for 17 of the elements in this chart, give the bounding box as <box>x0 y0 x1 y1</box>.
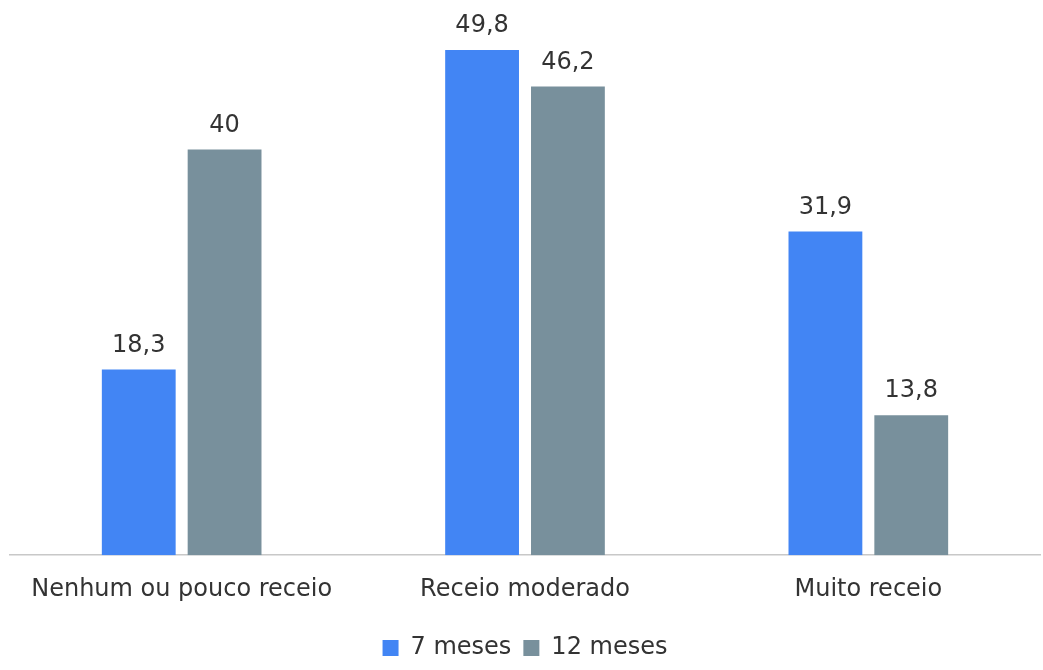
bar <box>187 149 262 556</box>
x-tick-label: Muito receio <box>794 573 943 602</box>
bar <box>874 415 949 556</box>
legend-label: 12 meses <box>551 632 668 661</box>
bar <box>101 369 176 556</box>
legend-label: 7 meses <box>410 632 512 661</box>
bar <box>788 231 863 556</box>
data-label: 13,8 <box>884 375 938 404</box>
data-label: 31,9 <box>798 191 853 220</box>
x-tick-label: Nenhum ou pouco receio <box>31 573 333 602</box>
data-label: 46,2 <box>541 46 595 75</box>
data-label: 18,3 <box>112 329 166 358</box>
x-tick-label: Receio moderado <box>420 573 630 602</box>
data-label: 40 <box>209 109 240 138</box>
data-label: 49,8 <box>455 10 509 39</box>
bar <box>531 86 605 556</box>
bar <box>445 50 519 556</box>
